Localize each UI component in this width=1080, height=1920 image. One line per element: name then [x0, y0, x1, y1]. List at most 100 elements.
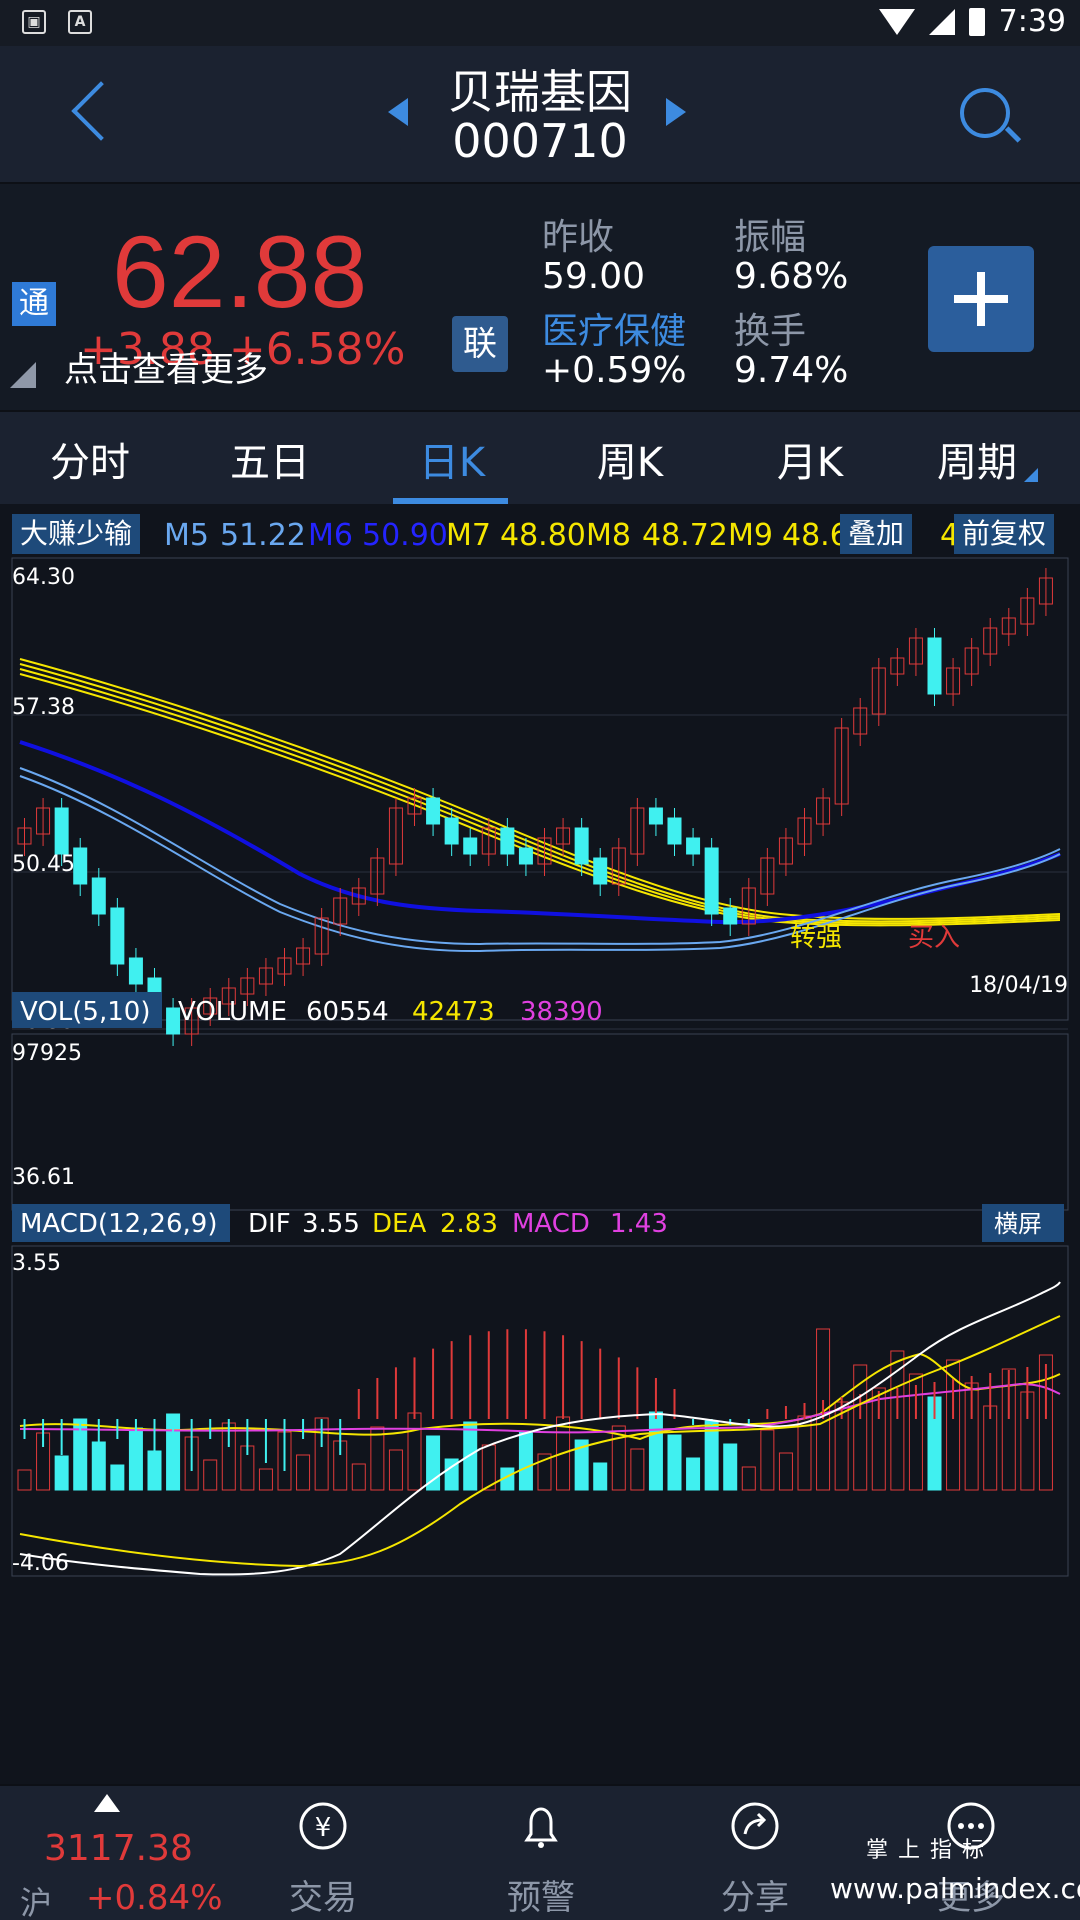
volume-value: 60554 [306, 997, 389, 1027]
view-more-link[interactable]: 点击查看更多 [64, 350, 268, 390]
search-icon[interactable] [958, 86, 1022, 148]
signal-icon [928, 8, 955, 35]
index-value[interactable]: 3117.38 [44, 1828, 193, 1869]
volume-bar [388, 1449, 403, 1491]
volume-bar [723, 1443, 738, 1491]
nav-alert[interactable]: 预警 [466, 1786, 616, 1920]
candle-body [17, 827, 32, 845]
candle-body [908, 637, 923, 665]
ma6-blue-line [19, 740, 1061, 925]
macd-dea-line [19, 1315, 1061, 1568]
macd-macd-label: MACD [512, 1209, 590, 1239]
candle-body [91, 877, 106, 915]
landscape-button-bg[interactable] [982, 1204, 1064, 1242]
candle-body [630, 807, 645, 855]
volume-label: VOLUME [178, 997, 287, 1027]
macd-histogram-group [23, 1329, 1047, 1471]
landscape-button[interactable]: 横屏 [994, 1210, 1042, 1238]
prev-close-label: 昨收 [542, 217, 615, 258]
volume-bar [54, 1455, 69, 1491]
volume-bar [778, 1452, 793, 1491]
lian-badge[interactable]: 联 [452, 316, 508, 372]
previous-stock-arrow-icon[interactable] [388, 98, 408, 126]
tab-period[interactable]: 周期 [937, 440, 1017, 486]
nav-alert-label: 预警 [507, 1878, 575, 1918]
next-stock-arrow-icon[interactable] [666, 98, 686, 126]
tab-weekly-k[interactable]: 周K [596, 440, 664, 486]
macd-dif-value: 3.55 [302, 1209, 360, 1239]
ma-indicator-bar: 大赚少输 M5 51.22 M6 50.90 M7 48.80 M8 48.72… [12, 512, 1068, 556]
strategy-tag[interactable]: 大赚少输 [12, 514, 141, 554]
nav-trade-label: 交易 [289, 1878, 357, 1918]
kline-date-label: 18/04/19 [969, 973, 1068, 998]
volume-bar [407, 1412, 422, 1491]
volume-bar [351, 1463, 366, 1491]
ma-yellow-line [19, 668, 1061, 925]
volume-bars-group [17, 1328, 1053, 1491]
candle-body [258, 967, 273, 985]
volume-tag-bg [12, 992, 162, 1028]
volume-bar [203, 1459, 218, 1491]
candle-body [426, 797, 441, 825]
volume-bar [593, 1462, 608, 1491]
expand-corner-icon[interactable] [10, 362, 36, 388]
sector-name-link[interactable]: 医疗保健 [542, 311, 687, 352]
nav-more[interactable]: 更多 [896, 1786, 1046, 1920]
back-button[interactable] [62, 78, 122, 148]
kline-chart[interactable]: 64.30 57.38 50.45 43.53 36.61 转强 买入 18/0… [0, 504, 1080, 1784]
current-price: 62.88 [112, 215, 368, 329]
m8-label: M8 [586, 518, 631, 553]
volume-bar [611, 1425, 626, 1491]
candle-body [36, 807, 51, 835]
volume-bar [17, 1469, 32, 1491]
index-up-icon [94, 1794, 120, 1812]
wifi-icon [878, 8, 915, 35]
volume-bar [258, 1468, 273, 1491]
m8-value: 48.72 [642, 518, 728, 553]
bell-icon [524, 1807, 558, 1848]
candle-body [556, 827, 571, 845]
candle-body [407, 797, 422, 815]
tab-daily-k[interactable]: 日K [418, 440, 486, 486]
candle-body [221, 987, 236, 1005]
candle-body [574, 827, 589, 865]
volume-bar [296, 1454, 311, 1491]
signal-buy-label: 买入 [908, 923, 960, 953]
candle-body [611, 847, 626, 885]
candle-body [463, 837, 478, 855]
volume-bar [370, 1426, 385, 1491]
tab-intraday[interactable]: 分时 [50, 440, 130, 486]
ma5-lightblue-line [19, 767, 1061, 946]
kline-y-tick: 57.38 [12, 695, 75, 720]
volume-ma10-value: 38390 [520, 997, 603, 1027]
tong-badge[interactable]: 通 [12, 282, 56, 326]
volume-bar [648, 1411, 663, 1491]
volume-bar [946, 1359, 961, 1491]
index-change-pct: +0.84% [86, 1878, 223, 1918]
m5-label: M5 [164, 518, 209, 553]
volume-bar [741, 1466, 756, 1491]
volume-max-tick: 97925 [12, 1041, 82, 1066]
tab-monthly-k[interactable]: 月K [776, 440, 844, 486]
svg-text:¥: ¥ [315, 1813, 332, 1843]
nav-trade[interactable]: ¥ 交易 [248, 1786, 398, 1920]
m7-value: 48.80 [500, 518, 586, 553]
volume-bar [871, 1387, 886, 1491]
nav-share[interactable]: 分享 [680, 1786, 830, 1920]
signal-strong-label: 转强 [790, 923, 842, 953]
volume-bar [686, 1457, 701, 1491]
ma-yellow-line [19, 658, 1061, 920]
candle-body [296, 947, 311, 965]
tab-five-day[interactable]: 五日 [230, 440, 310, 486]
ma-yellow-line [19, 663, 1061, 923]
battery-icon [968, 7, 985, 36]
overlay-button[interactable]: 叠加 [840, 514, 913, 554]
add-to-watchlist-button[interactable] [928, 246, 1034, 352]
candle-body [481, 827, 496, 855]
candle-body [648, 807, 663, 825]
candle-body [314, 917, 329, 955]
volume-bar [147, 1450, 162, 1491]
adjustment-button[interactable]: 前复权 [954, 514, 1055, 554]
m5-value: 51.22 [220, 518, 306, 553]
candle-body [110, 907, 125, 965]
